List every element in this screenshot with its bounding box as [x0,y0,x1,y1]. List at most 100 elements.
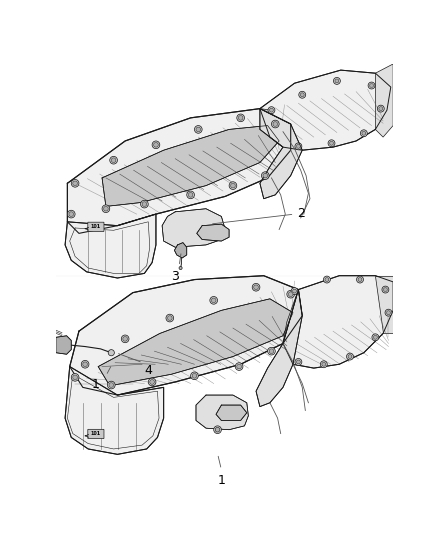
Circle shape [295,359,302,366]
Text: 2: 2 [297,207,305,220]
Circle shape [188,192,193,197]
Circle shape [187,191,194,199]
Circle shape [103,206,108,211]
Circle shape [196,127,201,132]
Circle shape [328,140,335,147]
Polygon shape [375,276,393,334]
Text: 3: 3 [171,270,179,284]
Circle shape [179,266,182,270]
Circle shape [111,158,116,163]
Circle shape [269,349,274,353]
Circle shape [152,141,160,149]
Circle shape [348,354,352,359]
Polygon shape [283,276,393,368]
Circle shape [167,316,172,320]
Circle shape [325,278,329,281]
Circle shape [372,334,379,341]
Circle shape [194,126,202,133]
Text: 1: 1 [217,474,225,487]
Circle shape [300,93,304,96]
Circle shape [107,381,115,389]
Circle shape [148,378,156,386]
Polygon shape [283,289,302,343]
Circle shape [377,105,384,112]
Polygon shape [216,405,247,421]
Polygon shape [174,243,187,258]
Circle shape [385,309,392,316]
Circle shape [299,91,306,98]
Circle shape [110,156,117,164]
Circle shape [192,374,197,378]
Polygon shape [65,214,156,278]
Circle shape [237,364,241,369]
Circle shape [263,173,268,178]
Circle shape [237,114,244,122]
Circle shape [212,298,216,303]
Circle shape [374,335,377,339]
Circle shape [261,172,269,180]
Circle shape [320,361,327,368]
Circle shape [288,292,293,296]
Polygon shape [65,367,164,454]
Circle shape [121,335,129,343]
Circle shape [69,212,74,216]
Circle shape [108,350,114,356]
Circle shape [287,290,294,298]
Circle shape [362,131,366,135]
Circle shape [254,285,258,289]
Circle shape [335,79,339,83]
Circle shape [238,116,243,120]
Circle shape [142,202,147,206]
Polygon shape [197,224,229,241]
Circle shape [370,84,374,87]
Circle shape [360,130,367,137]
Circle shape [269,108,273,112]
Circle shape [297,144,300,148]
Circle shape [273,122,278,126]
Circle shape [215,427,220,432]
Circle shape [150,379,155,384]
Circle shape [73,375,78,379]
Circle shape [291,288,298,295]
Circle shape [295,143,302,150]
Circle shape [368,82,375,89]
Circle shape [235,363,243,370]
FancyBboxPatch shape [88,222,104,231]
Circle shape [252,284,260,291]
Circle shape [272,120,279,128]
Polygon shape [162,209,225,247]
Text: 101: 101 [91,431,101,437]
Circle shape [333,77,340,84]
Circle shape [382,286,389,293]
Circle shape [123,336,127,341]
Polygon shape [70,276,302,395]
Text: 101: 101 [91,224,101,229]
Circle shape [141,200,148,208]
Circle shape [102,205,110,213]
Circle shape [83,362,88,367]
Circle shape [229,182,237,189]
Circle shape [71,180,79,187]
Circle shape [384,288,387,292]
Circle shape [73,181,78,185]
Polygon shape [256,289,302,407]
Circle shape [210,296,218,304]
Polygon shape [56,336,71,354]
Circle shape [109,383,113,387]
Circle shape [81,360,89,368]
Circle shape [329,141,333,145]
Circle shape [379,107,383,110]
FancyBboxPatch shape [88,429,104,439]
Text: 1: 1 [92,378,100,391]
Circle shape [154,142,158,147]
Text: 4: 4 [145,364,152,377]
Circle shape [268,107,275,114]
Circle shape [71,374,79,381]
Circle shape [387,311,390,314]
Circle shape [346,353,353,360]
Polygon shape [98,299,293,386]
Circle shape [231,183,235,188]
Polygon shape [375,64,393,137]
Circle shape [214,426,221,433]
Circle shape [166,314,173,322]
